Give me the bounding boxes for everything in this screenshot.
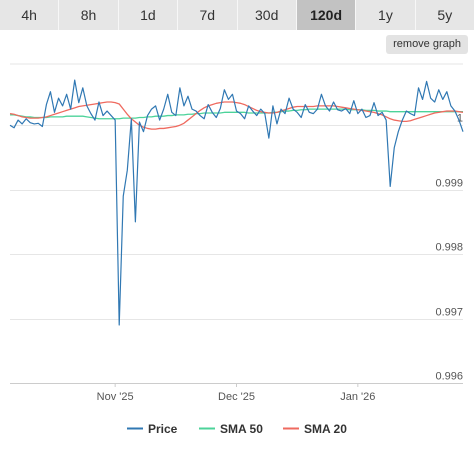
remove-graph-button[interactable]: remove graph (386, 35, 468, 54)
series-line-sma-20 (9, 101, 464, 130)
legend-item: SMA 20 (283, 422, 347, 436)
tab-1y[interactable]: 1y (356, 0, 416, 30)
y-tick-label: 0.996 (435, 371, 463, 383)
tab-7d[interactable]: 7d (178, 0, 238, 30)
tab-8h[interactable]: 8h (59, 0, 119, 30)
y-tick-label: 0.999 (435, 178, 463, 190)
x-tick-label: Jan '26 (340, 391, 375, 403)
x-tick-label: Dec '25 (218, 391, 255, 403)
legend-item: SMA 50 (199, 422, 263, 436)
tab-1d[interactable]: 1d (118, 0, 179, 30)
y-tick-label: 0.997 (435, 307, 463, 319)
legend-label: SMA 20 (304, 422, 347, 436)
timeframe-tabs: 4h 8h 1d 7d 30d 120d 1y 5y (0, 0, 474, 30)
tab-120d[interactable]: 120d (296, 0, 357, 30)
y-tick-label: 1 (457, 113, 463, 125)
series-line-sma-50 (10, 108, 463, 120)
y-tick-label: 0.998 (435, 242, 463, 254)
legend-item: Price (127, 422, 178, 436)
series-line-price (9, 79, 464, 326)
legend-label: SMA 50 (220, 422, 263, 436)
tab-30d[interactable]: 30d (237, 0, 297, 30)
x-tick-label: Nov '25 (97, 391, 134, 403)
tab-4h[interactable]: 4h (0, 0, 60, 30)
tab-5y[interactable]: 5y (415, 0, 474, 30)
legend-label: Price (148, 422, 178, 436)
